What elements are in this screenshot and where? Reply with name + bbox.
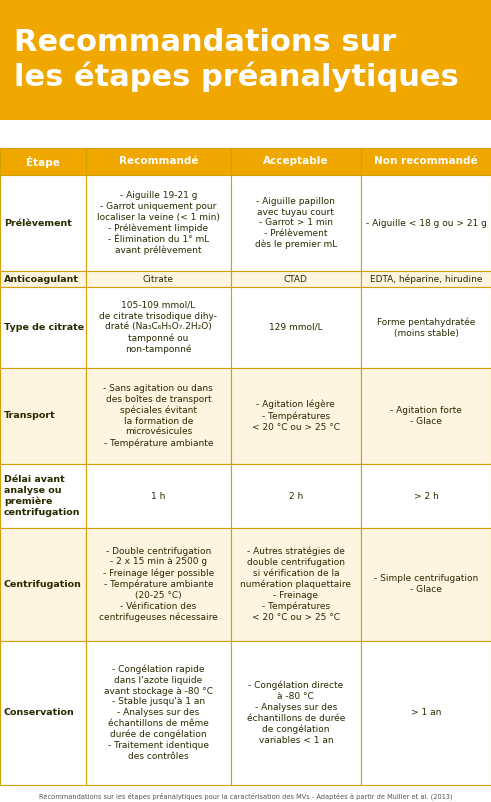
Bar (86, 529, 231, 641)
Bar (0, 287, 86, 367)
Bar (361, 287, 491, 367)
Bar (361, 271, 491, 287)
Bar (0, 464, 86, 529)
Bar (0, 641, 86, 785)
Text: Type de citrate: Type de citrate (4, 323, 84, 332)
Bar (86, 367, 231, 464)
Bar (361, 175, 491, 271)
Text: - Agitation forte
- Glace: - Agitation forte - Glace (390, 406, 462, 426)
Bar (231, 148, 361, 175)
Text: - Aiguille 19-21 g
- Garrot uniquement pour
localiser la veine (< 1 min)
- Prélè: - Aiguille 19-21 g - Garrot uniquement p… (97, 191, 220, 255)
Text: - Agitation légère
- Températures
< 20 °C ou > 25 °C: - Agitation légère - Températures < 20 °… (252, 400, 340, 431)
Bar (231, 271, 361, 287)
Text: - Congélation directe
à -80 °C
- Analyses sur des
échantillons de durée
de congé: - Congélation directe à -80 °C - Analyse… (246, 681, 345, 745)
Text: 2 h: 2 h (289, 492, 303, 500)
Text: - Sans agitation ou dans
des boîtes de transport
spéciales évitant
la formation : - Sans agitation ou dans des boîtes de t… (104, 384, 213, 448)
Text: - Autres stratégies de
double centrifugation
si vérification de la
numération pl: - Autres stratégies de double centrifuga… (240, 547, 352, 622)
Bar (231, 464, 361, 529)
Bar (0, 271, 86, 287)
Text: Transport: Transport (4, 411, 56, 420)
Text: CTAD: CTAD (284, 275, 308, 284)
Text: Centrifugation: Centrifugation (4, 580, 82, 589)
Text: Prélèvement: Prélèvement (4, 219, 72, 228)
Bar (361, 529, 491, 641)
Text: EDTA, héparine, hirudine: EDTA, héparine, hirudine (370, 274, 482, 284)
Text: - Congélation rapide
dans l'azote liquide
avant stockage à -80 °C
- Stable jusqu: - Congélation rapide dans l'azote liquid… (104, 665, 213, 761)
Text: Citrate: Citrate (143, 275, 174, 284)
Text: Acceptable: Acceptable (263, 156, 328, 167)
Text: - Simple centrifugation
- Glace: - Simple centrifugation - Glace (374, 574, 478, 594)
Bar (231, 367, 361, 464)
Text: Non recommandé: Non recommandé (374, 156, 478, 167)
Bar (0, 367, 86, 464)
Text: - Aiguille papillon
avec tuyau court
- Garrot > 1 min
- Prélèvement
dès le premi: - Aiguille papillon avec tuyau court - G… (255, 196, 337, 249)
Text: 1 h: 1 h (151, 492, 165, 500)
Bar (231, 641, 361, 785)
Bar (231, 529, 361, 641)
Text: Recommandé: Recommandé (119, 156, 198, 167)
Bar (231, 175, 361, 271)
Text: - Double centrifugation
- 2 x 15 min à 2500 g
- Freinage léger possible
- Tempér: - Double centrifugation - 2 x 15 min à 2… (99, 547, 218, 622)
Bar (86, 271, 231, 287)
Text: Forme pentahydratée
(moins stable): Forme pentahydratée (moins stable) (377, 318, 475, 338)
Text: 129 mmol/L: 129 mmol/L (269, 323, 323, 332)
Bar (361, 367, 491, 464)
Text: - Aiguille < 18 g ou > 21 g: - Aiguille < 18 g ou > 21 g (365, 219, 487, 228)
Bar (361, 641, 491, 785)
Text: Conservation: Conservation (4, 708, 75, 717)
Text: Anticoagulant: Anticoagulant (4, 275, 79, 284)
Bar (86, 175, 231, 271)
Text: Étape: Étape (26, 156, 60, 168)
Bar (86, 148, 231, 175)
Text: > 1 an: > 1 an (411, 708, 441, 717)
Bar (0, 0, 491, 120)
Text: Délai avant
analyse ou
première
centrifugation: Délai avant analyse ou première centrifu… (4, 475, 81, 517)
Text: Recommandations sur
les étapes préanalytiques: Recommandations sur les étapes préanalyt… (14, 28, 459, 92)
Bar (86, 464, 231, 529)
Text: 105-109 mmol/L
de citrate trisodique dihy-
draté (Na₃C₆H₅O₇.2H₂O)
tamponné ou
no: 105-109 mmol/L de citrate trisodique dih… (99, 301, 218, 354)
Bar (361, 464, 491, 529)
Bar (0, 148, 86, 175)
Bar (86, 641, 231, 785)
Text: > 2 h: > 2 h (413, 492, 438, 500)
Bar (0, 175, 86, 271)
Text: Recommandations sur les étapes préanalytiques pour la caractérisation des MVs - : Recommandations sur les étapes préanalyt… (39, 792, 452, 800)
Bar (86, 287, 231, 367)
Bar (231, 287, 361, 367)
Bar (0, 529, 86, 641)
Bar (361, 148, 491, 175)
